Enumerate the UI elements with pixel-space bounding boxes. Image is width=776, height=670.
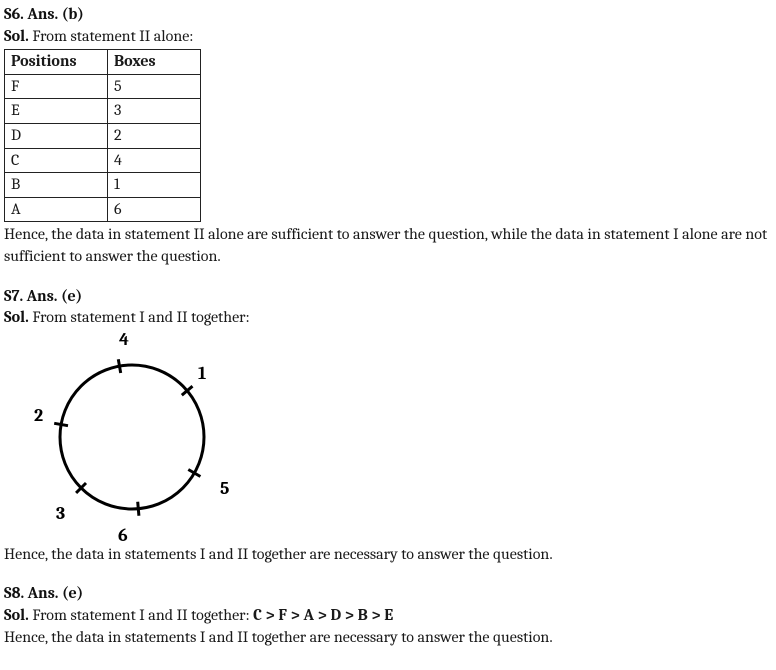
svg-text:4: 4: [119, 329, 129, 350]
table-cell: A: [5, 197, 108, 222]
s7-sol-label: Sol.: [4, 308, 29, 326]
s7-circle-diagram: 4 1 5 6 3 2: [14, 329, 254, 544]
s7-sol-line: Sol. From statement I and II together:: [4, 307, 772, 329]
s6-sol-intro: From statement II alone:: [29, 27, 194, 45]
circle-svg-icon: 4 1 5 6 3 2: [14, 329, 254, 544]
s7-conclusion: Hence, the data in statements I and II t…: [4, 544, 772, 566]
s7-heading: S7. Ans. (e): [4, 286, 772, 308]
table-row: A 6: [5, 197, 201, 222]
s8-heading: S8. Ans. (e): [4, 583, 772, 605]
svg-text:5: 5: [220, 478, 229, 499]
table-row: D 2: [5, 123, 201, 148]
s6-table: Positions Boxes F 5 E 3 D 2 C 4 B: [4, 49, 201, 222]
s8-sol-label: Sol.: [4, 606, 29, 624]
table-cell: C: [5, 148, 108, 173]
table-cell: 4: [108, 148, 201, 173]
table-row: F 5: [5, 74, 201, 99]
table-header: Positions: [5, 50, 108, 75]
table-row: C 4: [5, 148, 201, 173]
table-header: Boxes: [108, 50, 201, 75]
table-cell: 1: [108, 173, 201, 198]
svg-text:2: 2: [34, 405, 43, 426]
s8-sol-intro: From statement I and II together:: [29, 606, 253, 624]
table-cell: 2: [108, 123, 201, 148]
s8-sol-line: Sol. From statement I and II together: C…: [4, 605, 772, 627]
svg-text:6: 6: [118, 525, 128, 544]
table-row: E 3: [5, 99, 201, 124]
table-cell: 5: [108, 74, 201, 99]
s8-sequence: C > F > A > D > B > E: [253, 606, 393, 624]
svg-text:3: 3: [56, 503, 65, 524]
s6-sol-line: Sol. From statement II alone:: [4, 26, 772, 48]
table-cell: E: [5, 99, 108, 124]
solution-s6: S6. Ans. (b) Sol. From statement II alon…: [4, 4, 772, 268]
s6-sol-label: Sol.: [4, 27, 29, 45]
solution-s7: S7. Ans. (e) Sol. From statement I and I…: [4, 286, 772, 566]
table-row: B 1: [5, 173, 201, 198]
table-cell: 3: [108, 99, 201, 124]
s8-conclusion: Hence, the data in statements I and II t…: [4, 627, 772, 649]
table-cell: B: [5, 173, 108, 198]
s7-sol-intro: From statement I and II together:: [29, 308, 250, 326]
solution-s8: S8. Ans. (e) Sol. From statement I and I…: [4, 583, 772, 648]
table-cell: D: [5, 123, 108, 148]
table-header-row: Positions Boxes: [5, 50, 201, 75]
table-cell: F: [5, 74, 108, 99]
s6-heading: S6. Ans. (b): [4, 4, 772, 26]
table-cell: 6: [108, 197, 201, 222]
s6-conclusion: Hence, the data in statement II alone ar…: [4, 224, 772, 267]
svg-text:1: 1: [198, 363, 206, 384]
